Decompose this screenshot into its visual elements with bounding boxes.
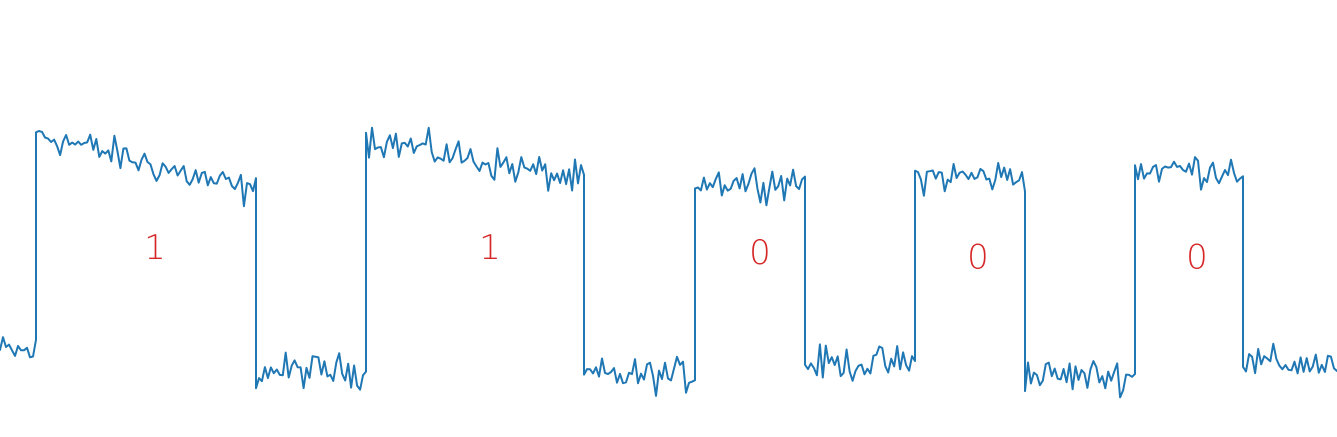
signal-trace [0,126,1337,399]
bit-label-3: 0 [749,233,771,273]
bit-label-1: 1 [144,228,166,268]
bit-label-5: 0 [1186,238,1208,278]
bit-label-4: 0 [967,238,989,278]
bit-labels: 1 1 0 0 0 [144,228,1208,278]
bit-label-2: 1 [479,228,501,268]
